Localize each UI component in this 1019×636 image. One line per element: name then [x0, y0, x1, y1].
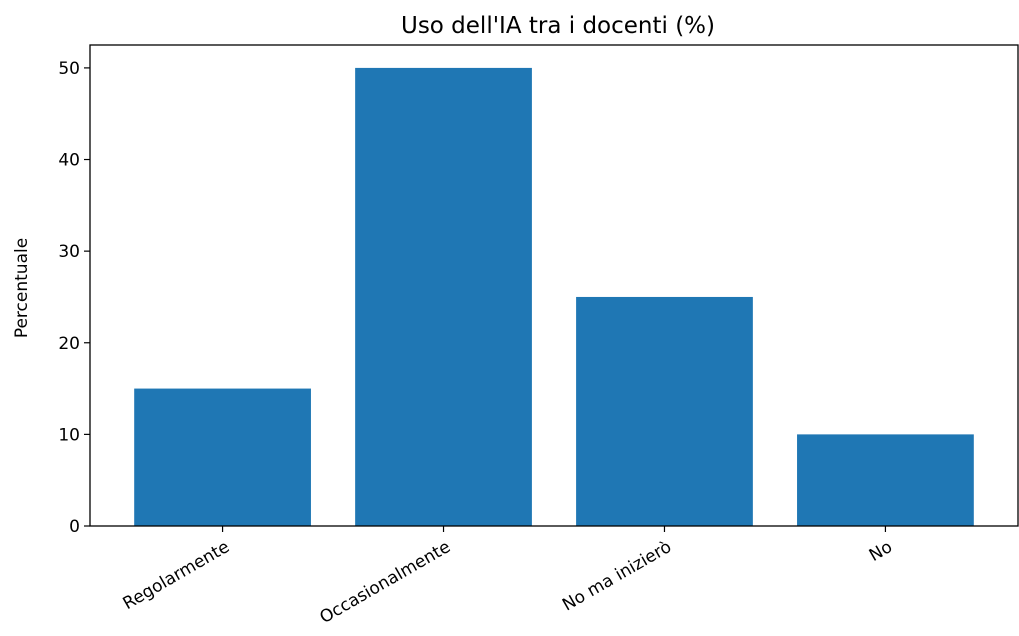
x-tick-label: No: [866, 537, 896, 566]
x-tick-label: No ma inizierò: [559, 537, 675, 615]
x-tick-label: Occasionalmente: [316, 537, 454, 628]
y-axis-label: Percentuale: [12, 238, 32, 338]
bar-regolarmente: [134, 388, 311, 526]
bar-occasionalmente: [355, 67, 532, 527]
y-tick-label: 50: [58, 59, 80, 79]
y-tick-label: 10: [58, 425, 80, 445]
y-tick-label: 40: [58, 151, 80, 171]
bar-no: [797, 434, 974, 526]
chart-title: Uso dell'IA tra i docenti (%): [401, 13, 715, 39]
bar-no-ma-inizier: [576, 296, 753, 526]
bars: [134, 67, 974, 527]
y-tick-label: 30: [58, 242, 80, 262]
y-axis-ticks: 0 10 20 30 40 50: [58, 59, 90, 537]
plot-frame: [89, 44, 1019, 527]
x-tick-label: Regolarmente: [120, 537, 233, 614]
y-tick-label: 20: [58, 334, 80, 354]
y-tick-label: 0: [69, 517, 80, 537]
x-axis-ticks: Regolarmente Occasionalmente No ma inizier…: [120, 526, 896, 628]
